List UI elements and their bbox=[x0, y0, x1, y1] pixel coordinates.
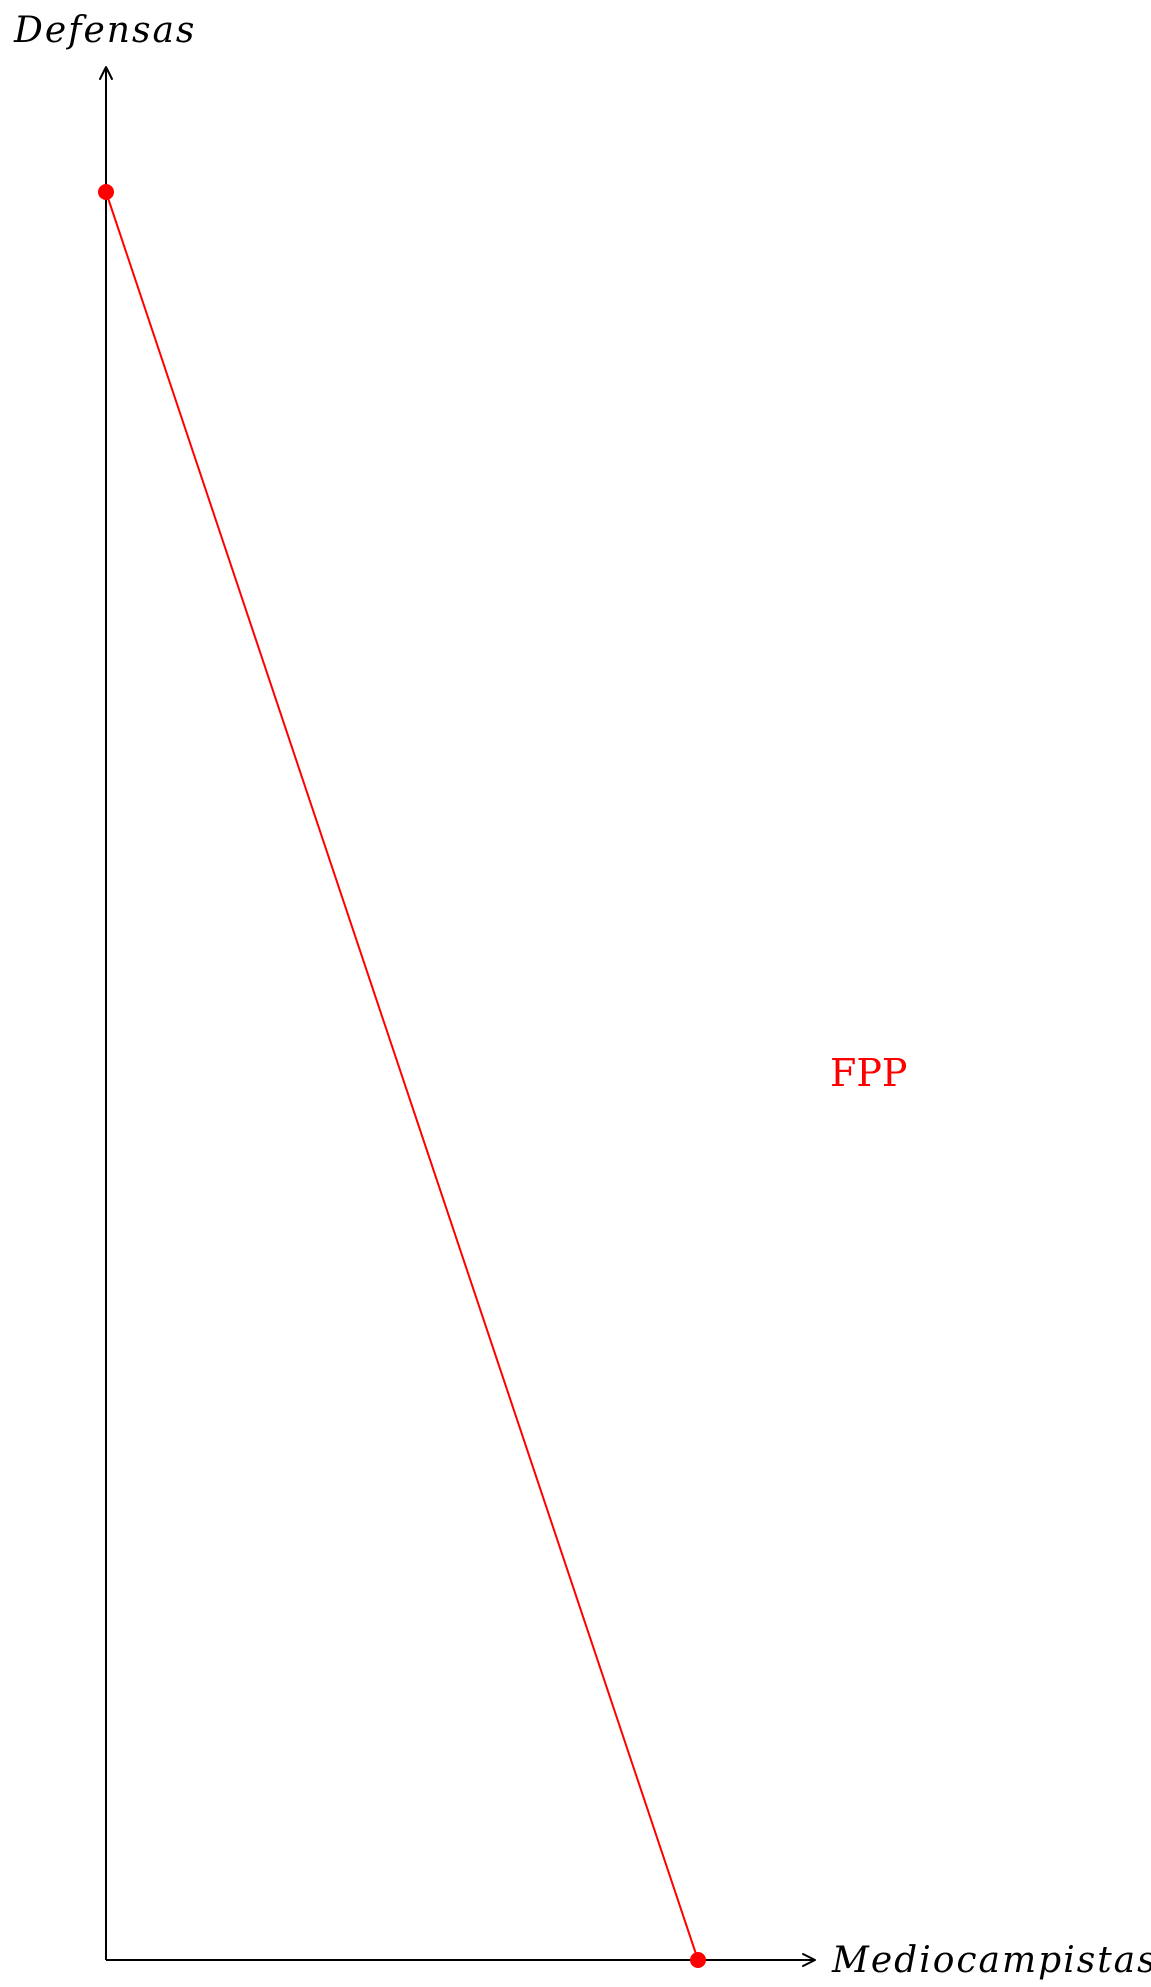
series-layer bbox=[98, 184, 706, 1968]
x-axis-label: Mediocampistas bbox=[831, 1940, 1151, 1981]
y-axis-label: Defensas bbox=[13, 10, 196, 51]
series-line bbox=[105, 191, 699, 1961]
data-point bbox=[690, 1952, 706, 1968]
ppf-label: FPP bbox=[830, 1051, 908, 1095]
x-axis-arrow-icon bbox=[802, 1953, 816, 1967]
y-axis-arrow-icon bbox=[99, 66, 113, 80]
data-point bbox=[98, 184, 114, 200]
